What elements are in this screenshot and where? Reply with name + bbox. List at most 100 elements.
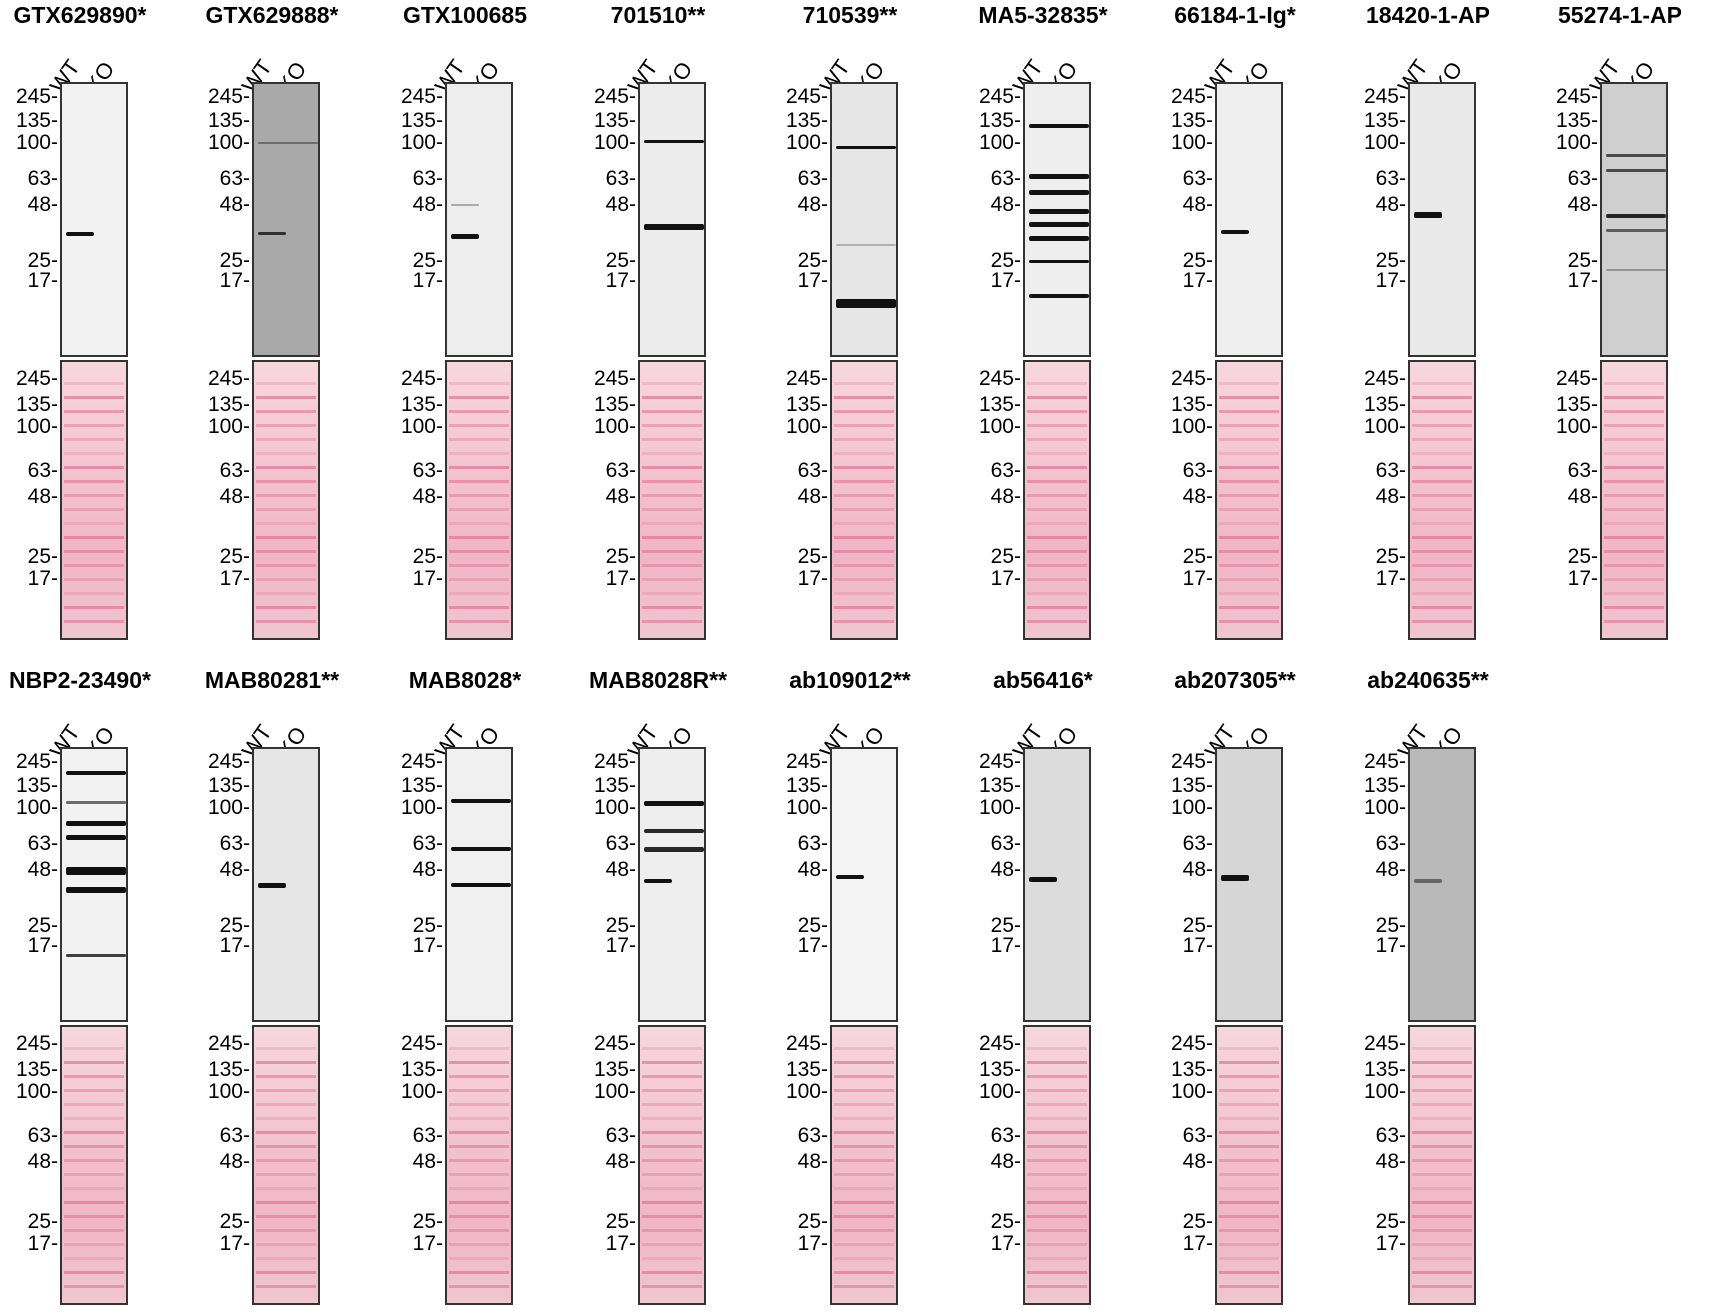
mw-marker: 245 bbox=[1556, 368, 1598, 389]
ponceau-band bbox=[1219, 1089, 1279, 1092]
mw-marker: 245 bbox=[1171, 1033, 1213, 1054]
ponceau-stain-image bbox=[445, 1025, 513, 1305]
mw-marker: 63 bbox=[28, 833, 58, 854]
mw-marker: 100 bbox=[1556, 416, 1598, 437]
ponceau-band bbox=[449, 1103, 509, 1106]
protein-band bbox=[66, 801, 126, 804]
mw-marker: 100 bbox=[594, 797, 636, 818]
ponceau-band bbox=[1027, 606, 1087, 609]
mw-marker: 17 bbox=[606, 935, 636, 956]
mw-marker: 100 bbox=[401, 416, 443, 437]
ponceau-band bbox=[256, 494, 316, 497]
ponceau-band bbox=[834, 1047, 894, 1050]
mw-marker: 17 bbox=[220, 568, 250, 589]
protein-band bbox=[1606, 269, 1666, 271]
mw-marker: 17 bbox=[991, 935, 1021, 956]
ponceau-background bbox=[62, 362, 126, 638]
ponceau-band bbox=[834, 1215, 894, 1218]
mw-marker: 245 bbox=[594, 86, 636, 107]
mw-marker: 100 bbox=[979, 416, 1021, 437]
protein-band bbox=[644, 140, 704, 143]
mw-marker: 25 bbox=[1183, 1211, 1213, 1232]
protein-band bbox=[1029, 124, 1089, 128]
ponceau-band bbox=[1412, 382, 1472, 385]
mw-marker: 48 bbox=[606, 486, 636, 507]
ponceau-band bbox=[1027, 522, 1087, 525]
mw-marker: 17 bbox=[1376, 568, 1406, 589]
mw-marker: 63 bbox=[413, 833, 443, 854]
mw-marker: 17 bbox=[991, 1233, 1021, 1254]
mw-marker: 48 bbox=[220, 486, 250, 507]
mw-marker: 25 bbox=[1183, 915, 1213, 936]
mw-marker: 245 bbox=[401, 368, 443, 389]
ponceau-band bbox=[1219, 1173, 1279, 1176]
western-blot-image bbox=[1408, 82, 1476, 357]
ponceau-band bbox=[1219, 1159, 1279, 1162]
ponceau-band bbox=[1027, 1145, 1087, 1148]
mw-marker: 17 bbox=[1183, 935, 1213, 956]
ponceau-band bbox=[834, 410, 894, 413]
ponceau-band bbox=[642, 1075, 702, 1078]
panel-title: GTX100685 bbox=[402, 2, 528, 28]
mw-marker: 17 bbox=[606, 270, 636, 291]
mw-marker: 135 bbox=[786, 394, 828, 415]
ponceau-stain-image bbox=[60, 1025, 128, 1305]
ponceau-band bbox=[1604, 620, 1664, 623]
protein-band bbox=[451, 799, 511, 803]
ponceau-band bbox=[1604, 480, 1664, 483]
mw-marker: 17 bbox=[28, 935, 58, 956]
mw-marker: 63 bbox=[28, 1125, 58, 1146]
mw-marker: 48 bbox=[991, 486, 1021, 507]
ponceau-band bbox=[256, 424, 316, 427]
ponceau-stain-image bbox=[252, 1025, 320, 1305]
ponceau-band bbox=[1219, 1075, 1279, 1078]
mw-marker: 25 bbox=[413, 546, 443, 567]
blot-panel: ab56416*WTKO2451351006348251724513510063… bbox=[963, 665, 1153, 1315]
ponceau-band bbox=[64, 1201, 124, 1204]
ponceau-band bbox=[1219, 1117, 1279, 1120]
ponceau-band bbox=[1027, 550, 1087, 553]
ponceau-stain-image bbox=[1215, 1025, 1283, 1305]
ponceau-band bbox=[1412, 1201, 1472, 1204]
mw-marker: 245 bbox=[594, 1033, 636, 1054]
mw-marker: 48 bbox=[1376, 486, 1406, 507]
mw-marker: 63 bbox=[798, 168, 828, 189]
mw-marker: 48 bbox=[991, 859, 1021, 880]
mw-marker: 245 bbox=[1364, 751, 1406, 772]
ponceau-band bbox=[1027, 1229, 1087, 1232]
mw-marker: 135 bbox=[208, 775, 250, 796]
mw-marker: 48 bbox=[28, 194, 58, 215]
ponceau-band bbox=[1027, 1075, 1087, 1078]
ponceau-band bbox=[1412, 1117, 1472, 1120]
mw-marker: 135 bbox=[401, 775, 443, 796]
ponceau-band bbox=[1219, 550, 1279, 553]
mw-marker: 245 bbox=[979, 751, 1021, 772]
ponceau-band bbox=[256, 1089, 316, 1092]
ponceau-band bbox=[64, 1159, 124, 1162]
ponceau-band bbox=[1604, 550, 1664, 553]
ponceau-band bbox=[256, 1201, 316, 1204]
blot-panel: 710539**WTKO2451351006348251724513510063… bbox=[770, 0, 960, 650]
ponceau-band bbox=[449, 396, 509, 399]
ponceau-band bbox=[1219, 396, 1279, 399]
mw-marker: 48 bbox=[606, 1151, 636, 1172]
ponceau-band bbox=[449, 1061, 509, 1064]
ponceau-band bbox=[449, 452, 509, 455]
ponceau-band bbox=[834, 592, 894, 595]
mw-marker: 48 bbox=[28, 1151, 58, 1172]
ponceau-band bbox=[64, 396, 124, 399]
mw-marker: 17 bbox=[1376, 1233, 1406, 1254]
blot-panel: MAB8028R**WTKO24513510063482517245135100… bbox=[578, 665, 768, 1315]
ponceau-band bbox=[1219, 508, 1279, 511]
western-blot-image bbox=[1215, 747, 1283, 1022]
protein-band bbox=[451, 883, 511, 887]
protein-band bbox=[451, 204, 479, 206]
ponceau-band bbox=[1219, 592, 1279, 595]
ponceau-band bbox=[1219, 1229, 1279, 1232]
mw-marker: 63 bbox=[991, 1125, 1021, 1146]
ponceau-band bbox=[64, 578, 124, 581]
mw-marker: 100 bbox=[1556, 132, 1598, 153]
ponceau-band bbox=[834, 452, 894, 455]
ponceau-band bbox=[449, 578, 509, 581]
ponceau-band bbox=[1027, 1047, 1087, 1050]
